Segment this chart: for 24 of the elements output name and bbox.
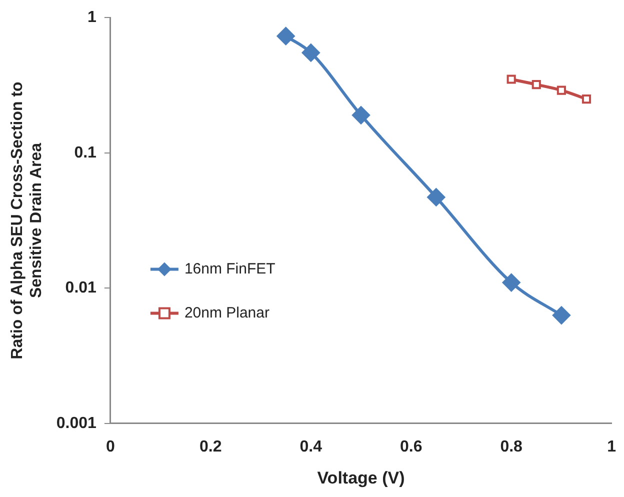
y-tick-label: 0.01 [65, 280, 97, 297]
x-tick-label: 0.4 [300, 438, 322, 456]
point [552, 306, 570, 324]
x-tick-label: 0.2 [200, 438, 222, 456]
point [302, 44, 320, 62]
point [532, 80, 541, 90]
x-tick-label: 0.6 [400, 438, 422, 456]
point [502, 274, 520, 292]
y-tick-label: 0.001 [56, 414, 97, 432]
y-axis-title: Ratio of Alpha SEU Cross-Section to Sensitive Drain Area [9, 81, 46, 360]
x-tick-label: 1 [607, 438, 616, 456]
point [506, 74, 516, 84]
point [582, 94, 592, 104]
point [276, 27, 295, 46]
x-axis-title: Voltage (V) [317, 468, 405, 488]
legend-label: 20nm Planar [184, 304, 270, 322]
point [352, 106, 370, 124]
y-tick-label: 0.1 [74, 144, 97, 162]
x-tick-label: 0 [106, 438, 115, 456]
legend-label: 16nm FinFET [184, 260, 276, 278]
x-tick-label: 0.8 [500, 438, 523, 456]
y-tick-label: 1 [88, 9, 97, 26]
point [427, 188, 446, 206]
point [556, 86, 566, 95]
